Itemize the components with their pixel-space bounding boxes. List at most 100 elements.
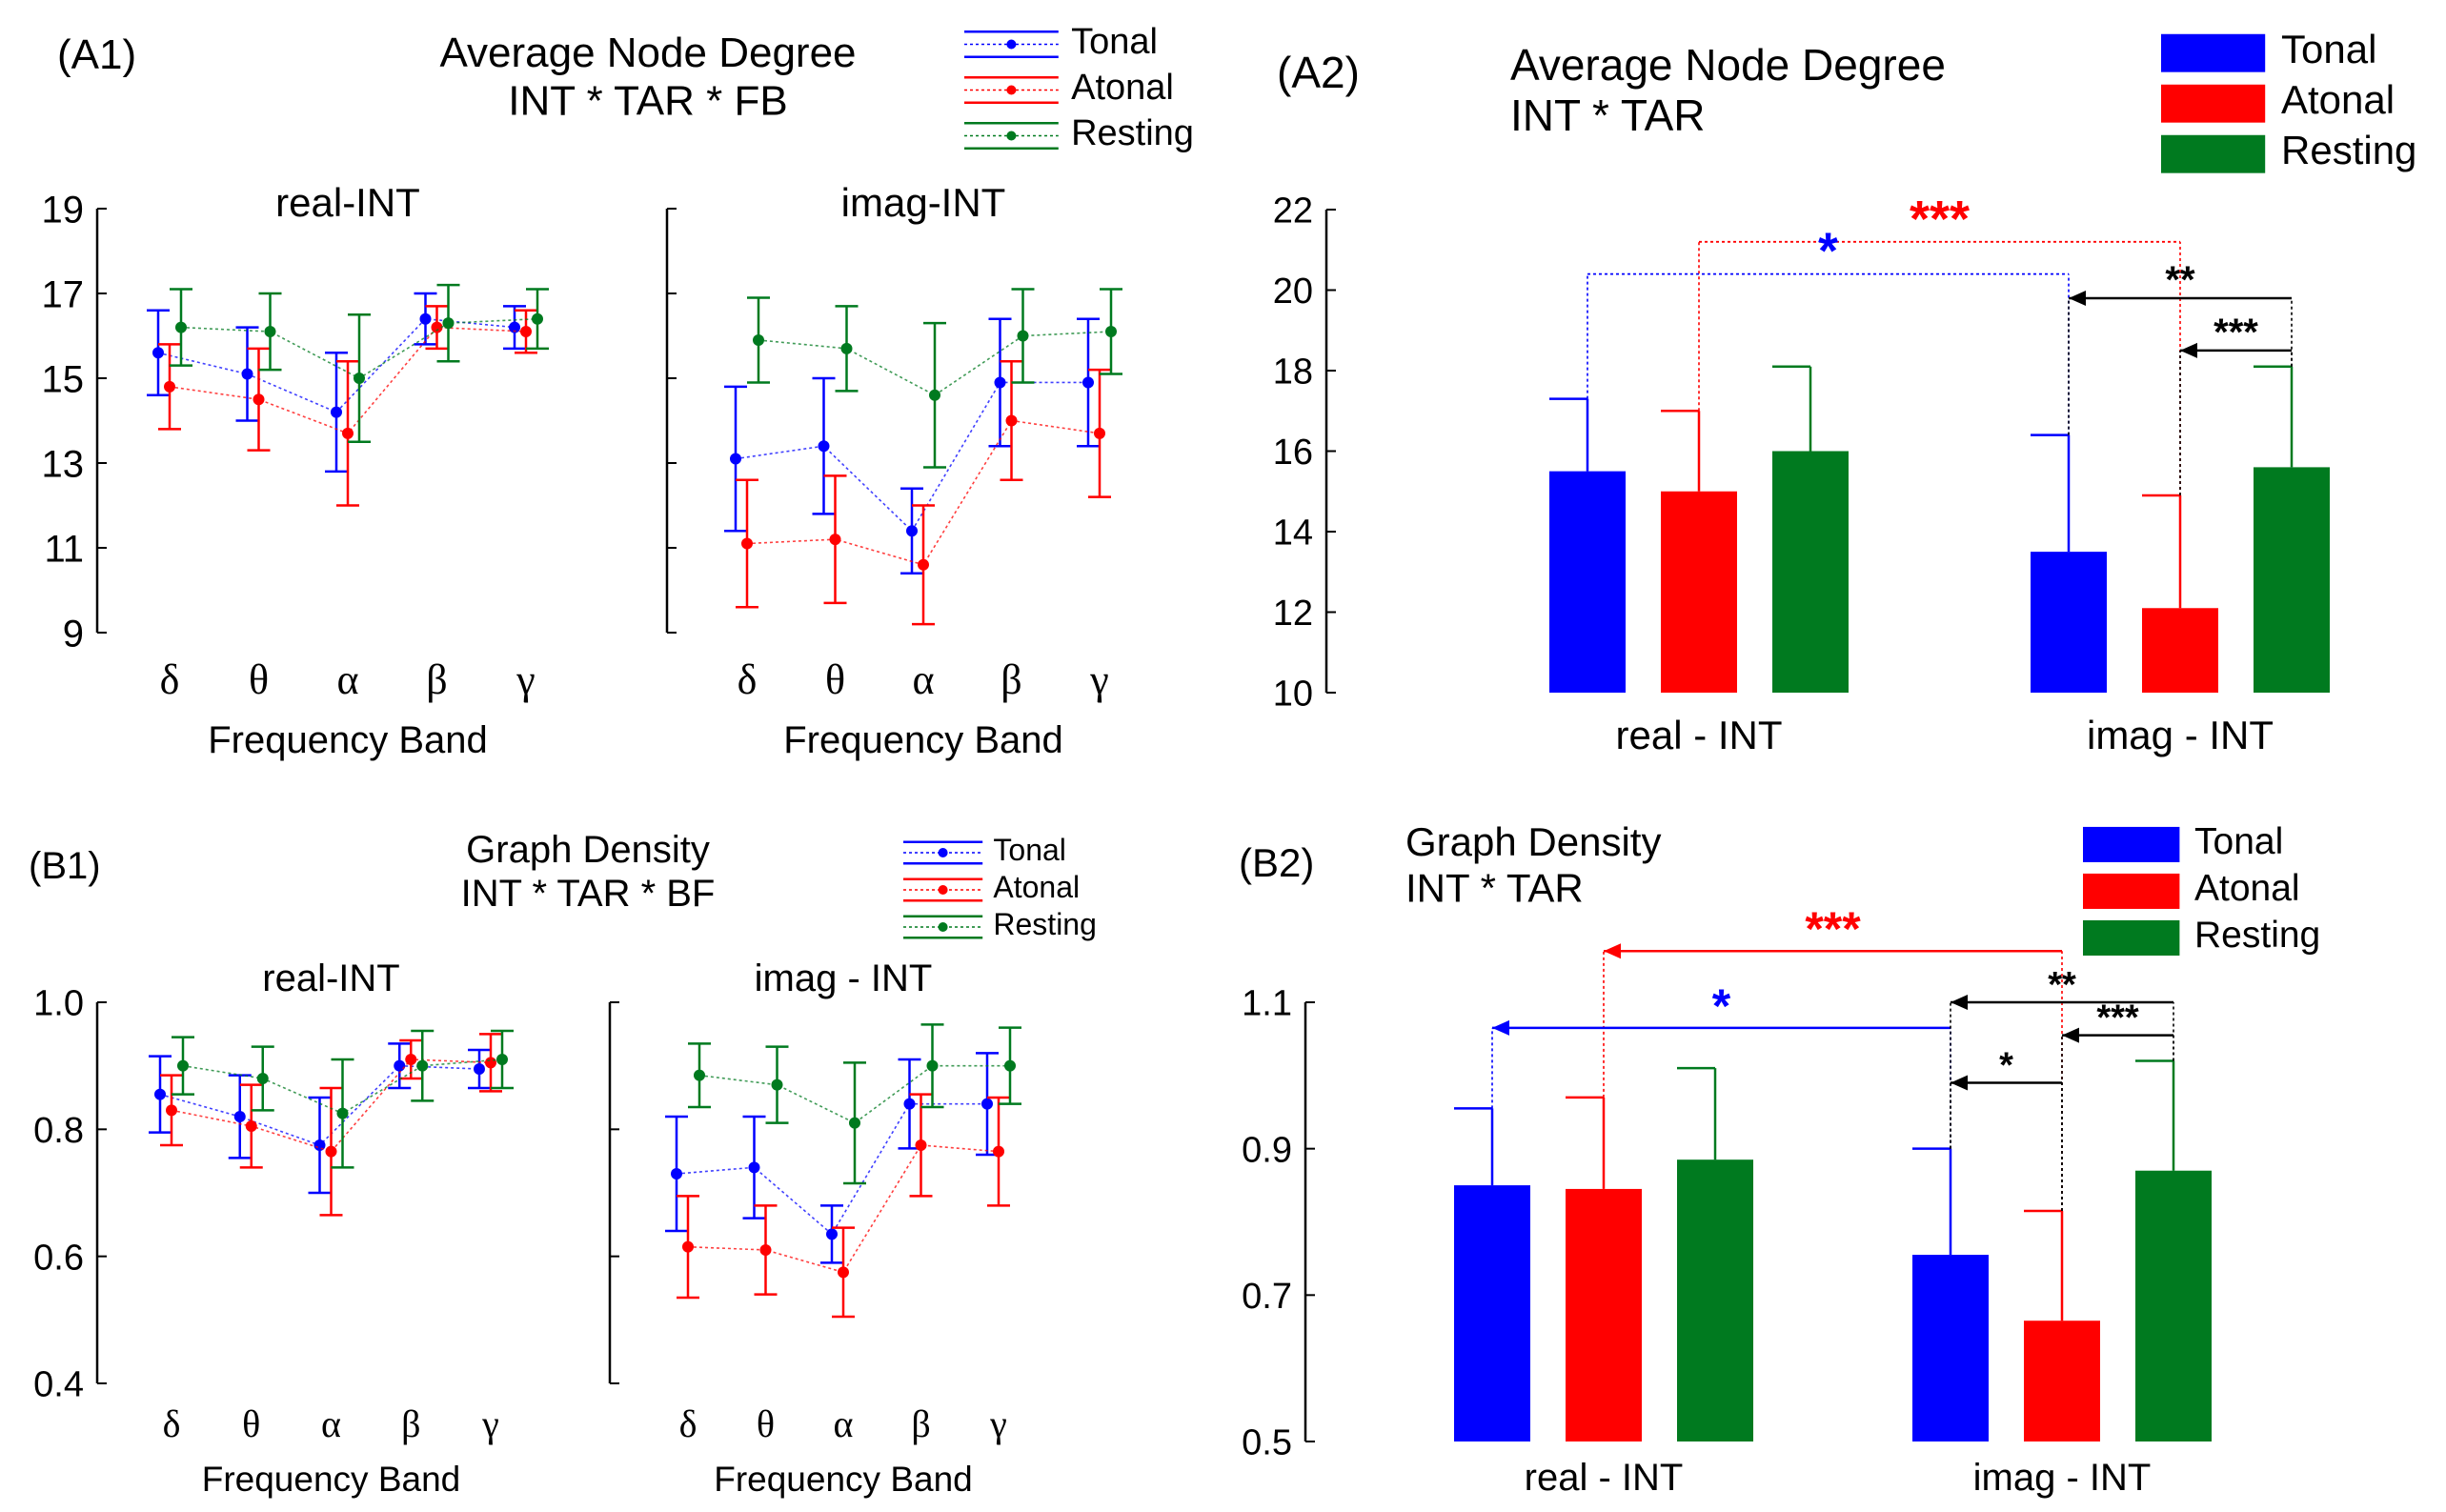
x-tick-label: imag - INT [2087,713,2274,757]
data-point-atonal [759,1244,772,1256]
data-point-atonal [166,1104,177,1117]
y-tick-label: 17 [42,273,85,315]
y-tick-label: 10 [1273,675,1313,715]
data-point-atonal [164,380,175,393]
x-tick-label: α [912,656,934,703]
y-tick-label: 20 [1273,272,1313,312]
bar-atonal [2024,1320,2100,1441]
subplot-title: real-INT [262,958,399,999]
data-point-tonal [730,453,741,465]
data-point-resting [926,1059,939,1072]
data-point-resting [175,321,187,333]
data-point-tonal [671,1168,682,1179]
subplot-title: imag - INT [755,958,933,999]
data-point-tonal [331,406,342,418]
x-tick-label: α [321,1402,341,1445]
significance-stars: * [1712,979,1731,1033]
annotation-arrowhead [1951,1075,1968,1091]
y-tick-label: 18 [1273,353,1313,393]
legend-label-atonal: Atonal [1071,68,1174,108]
x-tick-label: β [1001,656,1021,703]
x-tick-label: real - INT [1525,1457,1684,1499]
data-point-resting [1017,330,1029,342]
legend-swatch-resting [2161,134,2266,173]
y-tick-label: 19 [42,189,85,231]
y-tick-label: 1.1 [1242,984,1292,1024]
bar-tonal [1912,1255,1989,1441]
data-point-tonal [154,1088,166,1100]
x-tick-label: γ [989,1402,1007,1445]
data-point-atonal [253,393,265,406]
bar-atonal [1566,1188,1642,1441]
data-point-atonal [245,1120,257,1132]
bar-resting [2135,1170,2212,1441]
data-point-atonal [1094,427,1105,439]
y-tick-label: 12 [1273,594,1313,634]
data-point-atonal [838,1266,849,1279]
data-point-resting [177,1059,189,1072]
data-point-resting [753,333,764,346]
data-point-tonal [394,1059,406,1072]
chart-title: Average Node Degree [439,30,856,76]
legend-marker-atonal [938,885,948,895]
data-point-tonal [906,525,918,537]
legend-label-atonal: Atonal [2281,77,2395,122]
bar-atonal [1661,491,1737,693]
bar-tonal [2031,552,2107,693]
x-axis-label: Frequency Band [208,719,488,761]
data-point-tonal [994,376,1006,389]
chart-title: Graph Density [1405,819,1661,864]
data-point-resting [442,317,455,330]
data-point-atonal [1005,414,1018,427]
chart-title: Average Node Degree [1510,40,1946,90]
x-tick-label: δ [163,1402,181,1445]
legend-label-tonal: Tonal [2281,27,2376,71]
bar-atonal [2142,608,2218,693]
legend-marker-tonal [1006,39,1017,50]
bar-tonal [1549,471,1626,693]
x-tick-label: β [426,656,447,703]
legend-swatch-tonal [2161,33,2266,72]
legend-label-tonal: Tonal [993,833,1066,867]
data-point-atonal [915,1139,927,1151]
x-tick-label: δ [160,656,180,703]
x-tick-label: θ [757,1402,775,1445]
data-point-tonal [474,1063,485,1075]
panel-label: (A2) [1277,48,1360,97]
data-point-resting [840,342,853,354]
legend-swatch-resting [2083,919,2180,956]
data-point-tonal [748,1161,760,1174]
legend-marker-resting [1006,131,1017,141]
data-point-resting [336,1107,349,1119]
y-tick-label: 0.8 [33,1111,84,1151]
data-point-resting [929,389,940,401]
chart-title: INT * TAR * FB [508,78,787,125]
data-point-tonal [818,440,830,453]
data-point-resting [416,1059,429,1072]
data-point-resting [264,326,276,338]
data-point-resting [496,1054,508,1065]
data-point-atonal [520,326,532,338]
x-tick-label: imag - INT [1973,1457,2152,1499]
bar-resting [1677,1159,1753,1441]
data-point-tonal [509,321,520,333]
legend-label-resting: Resting [1071,113,1194,153]
significance-stars: *** [1910,191,1970,248]
y-tick-label: 0.4 [33,1365,84,1405]
data-point-atonal [325,1145,337,1158]
x-axis-label: Frequency Band [714,1460,973,1499]
data-point-atonal [405,1054,417,1065]
legend-marker-atonal [1006,85,1017,95]
y-tick-label: 16 [1273,433,1313,473]
data-point-resting [354,373,365,384]
series-line-atonal [687,1144,1000,1274]
legend-label-resting: Resting [2194,915,2320,956]
legend-label-resting: Resting [993,907,1097,941]
data-point-tonal [1082,376,1094,389]
annotation-arrowhead [1492,1019,1509,1036]
x-tick-label: δ [679,1402,697,1445]
series-line-tonal [676,1102,987,1236]
y-tick-label: 9 [63,613,84,655]
legend-label-tonal: Tonal [2194,821,2283,862]
